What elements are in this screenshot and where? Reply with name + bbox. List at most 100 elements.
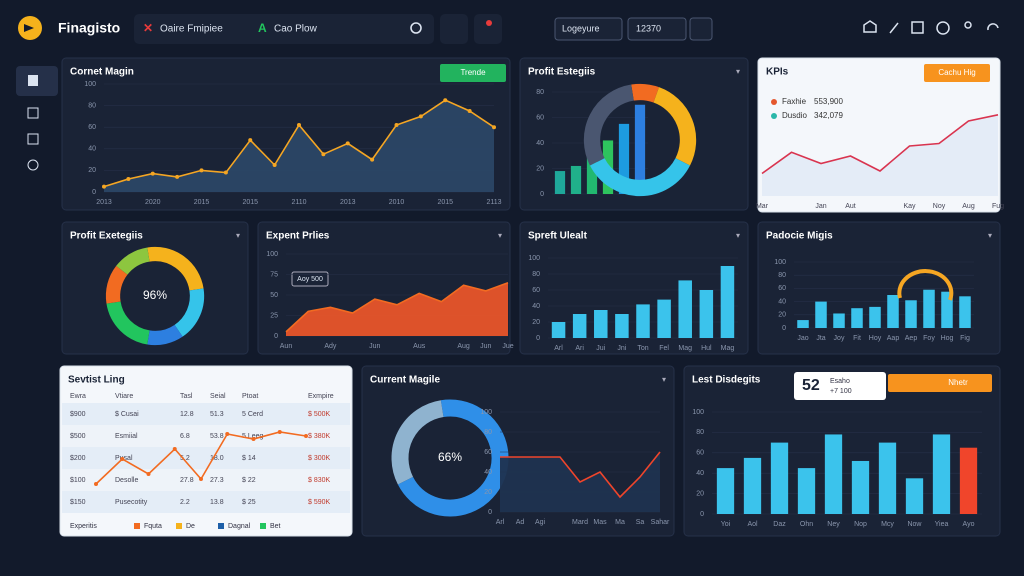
x-tick-label: Aap bbox=[887, 335, 900, 342]
point bbox=[102, 184, 106, 189]
x-tick-label: Mcy bbox=[881, 521, 894, 528]
point bbox=[120, 457, 125, 461]
tool-button[interactable] bbox=[627, 17, 687, 41]
brand: Finagisto bbox=[58, 20, 120, 36]
y-tick-label: 100 bbox=[692, 409, 704, 416]
x-tick-label: Noy bbox=[933, 203, 946, 210]
tab-icon: A bbox=[258, 21, 267, 35]
donut-segment bbox=[174, 288, 205, 337]
table-cell: $900 bbox=[70, 411, 86, 418]
line bbox=[285, 281, 509, 333]
x-tick-label: Mas bbox=[593, 519, 607, 526]
legend-value: 342,079 bbox=[814, 111, 843, 120]
point bbox=[248, 138, 253, 143]
sidebar-icon[interactable] bbox=[27, 107, 39, 119]
point bbox=[251, 437, 256, 441]
donut-segment bbox=[589, 157, 691, 197]
search-icon[interactable] bbox=[410, 22, 422, 34]
edit-icon[interactable] bbox=[889, 22, 899, 34]
point bbox=[223, 170, 228, 175]
panel-title: Profit Exetegiis bbox=[70, 231, 143, 242]
globe-icon[interactable] bbox=[936, 21, 950, 35]
table-cell: 13.8 bbox=[210, 499, 224, 506]
table-cell: $ 830K bbox=[308, 477, 331, 484]
bar bbox=[797, 468, 816, 514]
y-tick-label: 0 bbox=[782, 325, 786, 332]
panel-menu: ▾ bbox=[236, 231, 240, 240]
point bbox=[225, 432, 230, 436]
x-tick-label: Foy bbox=[923, 335, 935, 342]
x-tick-label: Sahar bbox=[651, 519, 670, 526]
area bbox=[762, 114, 998, 196]
table-cell: 18.0 bbox=[210, 455, 224, 462]
x-tick-label: Aug bbox=[457, 343, 470, 350]
panel-menu: ▾ bbox=[988, 231, 992, 240]
area bbox=[104, 100, 494, 192]
donut-segment bbox=[583, 84, 635, 166]
table-header: Ewra bbox=[70, 393, 86, 400]
sidebar-icon[interactable] bbox=[27, 159, 39, 171]
table-cell: $ 22 bbox=[242, 477, 256, 484]
tab[interactable]: Oaire Fmipiee bbox=[160, 24, 223, 35]
search-button[interactable] bbox=[689, 17, 713, 41]
x-tick-label: Ad bbox=[516, 519, 525, 526]
point bbox=[370, 157, 375, 162]
y-tick-label: 40 bbox=[484, 469, 492, 476]
table-cell: Desolle bbox=[115, 477, 138, 484]
table-cell: 51.3 bbox=[210, 411, 224, 418]
x-tick-label: Ma bbox=[615, 519, 625, 526]
y-tick-label: 100 bbox=[774, 259, 786, 266]
bar bbox=[851, 460, 870, 514]
y-tick-label: 100 bbox=[84, 81, 96, 88]
annotation: Aoy 500 bbox=[297, 276, 323, 283]
bar bbox=[657, 299, 671, 338]
donut-segment bbox=[105, 265, 128, 304]
legend-swatch bbox=[134, 523, 140, 529]
panel-menu: ▾ bbox=[736, 231, 740, 240]
panel-button[interactable] bbox=[440, 64, 506, 82]
table-cell: $ 500K bbox=[308, 411, 331, 418]
home-icon[interactable] bbox=[863, 20, 877, 33]
point bbox=[126, 177, 131, 182]
x-tick-label: Jue bbox=[502, 343, 513, 350]
tool-button[interactable] bbox=[440, 14, 468, 44]
panel-title: Spreft Ulealt bbox=[528, 231, 588, 242]
point bbox=[492, 125, 496, 130]
x-tick-label: Sa bbox=[636, 519, 645, 526]
point bbox=[467, 109, 472, 113]
bar bbox=[959, 296, 971, 328]
x-tick-label: Jun bbox=[369, 343, 380, 350]
y-tick-label: 25 bbox=[270, 312, 278, 319]
tab[interactable]: Cao Plow bbox=[274, 24, 318, 35]
point bbox=[321, 152, 326, 157]
x-tick-label: Mar bbox=[756, 203, 769, 210]
panel-button-label: Cachu Hig bbox=[938, 68, 975, 77]
panel-title: KPIs bbox=[766, 67, 789, 78]
table-cell: Esmiial bbox=[115, 433, 138, 440]
bar bbox=[833, 313, 845, 328]
sidebar-icon[interactable] bbox=[27, 133, 39, 145]
panel-button[interactable] bbox=[888, 374, 992, 392]
tool-button[interactable] bbox=[474, 14, 502, 44]
x-tick-label: Aol bbox=[747, 521, 758, 528]
y-tick-label: 75 bbox=[270, 271, 278, 278]
bar bbox=[869, 306, 881, 328]
y-tick-label: 60 bbox=[532, 287, 540, 294]
y-tick-label: 0 bbox=[540, 191, 544, 198]
bar bbox=[815, 301, 827, 328]
legend-swatch bbox=[176, 523, 182, 529]
x-tick-label: Aep bbox=[905, 335, 918, 342]
bar bbox=[554, 171, 566, 194]
refresh-icon[interactable] bbox=[987, 23, 999, 31]
y-tick-label: 40 bbox=[778, 298, 786, 305]
table-cell: 6.8 bbox=[180, 433, 190, 440]
x-tick-label: 2013 bbox=[96, 199, 112, 206]
tool-button[interactable] bbox=[554, 17, 623, 41]
panel-button[interactable] bbox=[924, 64, 990, 82]
user-icon[interactable] bbox=[964, 21, 972, 29]
image-icon[interactable] bbox=[911, 21, 924, 34]
panel-menu: ▾ bbox=[736, 67, 740, 76]
table-cell: $ 590K bbox=[308, 499, 331, 506]
panel-button-label: Trende bbox=[460, 68, 486, 77]
y-tick-label: 60 bbox=[778, 285, 786, 292]
